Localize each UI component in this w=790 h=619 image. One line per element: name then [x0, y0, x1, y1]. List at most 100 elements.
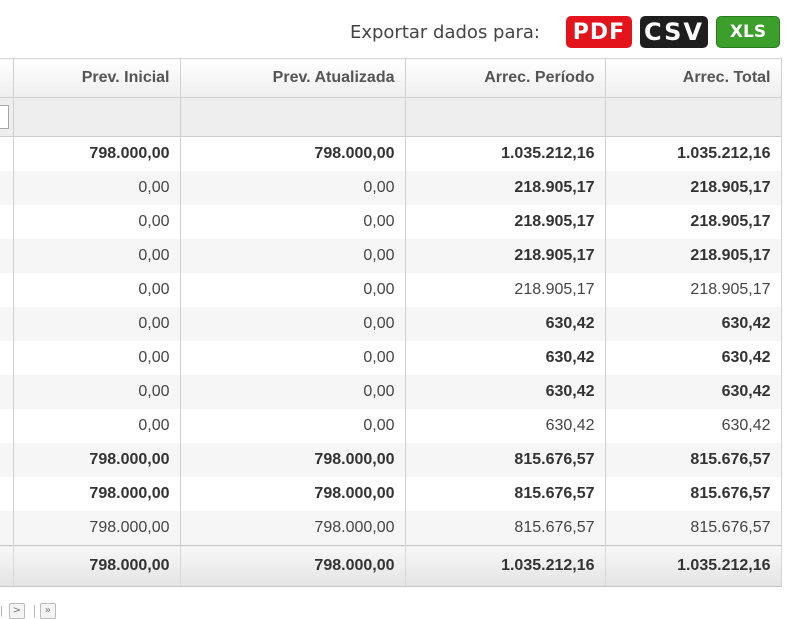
grid-body: 798.000,00 798.000,00 1.035.212,16 1.035.21…	[0, 136, 782, 546]
row-cell-cut	[0, 239, 14, 273]
total-prev-inicial: 798.000,00	[13, 545, 181, 587]
cell-arrec-total: 630,42	[605, 375, 782, 409]
filter-input[interactable]	[0, 105, 9, 129]
row-cell-cut	[0, 171, 14, 205]
table-row[interactable]: 0,00 0,00 218.905,17 218.905,17	[0, 171, 782, 205]
export-csv-button[interactable]: CSV	[640, 16, 708, 48]
row-cell-cut	[0, 443, 14, 477]
export-bar: Exportar dados para: PDF CSV XLS	[0, 14, 780, 50]
cell-arrec-total: 815.676,57	[605, 511, 782, 546]
cell-prev-atualizada: 0,00	[180, 375, 406, 409]
next-page-button[interactable]: >	[8, 602, 25, 619]
cell-prev-inicial: 0,00	[13, 341, 181, 375]
row-cell-cut	[0, 307, 14, 341]
cell-arrec-periodo: 630,42	[405, 307, 606, 341]
row-cell-cut	[0, 273, 14, 307]
cell-prev-inicial: 798.000,00	[13, 443, 181, 477]
cell-arrec-total: 630,42	[605, 409, 782, 443]
cell-arrec-periodo: 815.676,57	[405, 443, 606, 477]
export-xls-button[interactable]: XLS	[716, 16, 780, 48]
cell-arrec-periodo: 630,42	[405, 341, 606, 375]
cell-prev-atualizada: 0,00	[180, 205, 406, 239]
row-cell-cut	[0, 511, 14, 546]
table-row[interactable]: 0,00 0,00 218.905,17 218.905,17	[0, 239, 782, 273]
cell-arrec-periodo: 815.676,57	[405, 477, 606, 511]
pager-separator	[33, 604, 35, 617]
filter-cell	[0, 97, 14, 137]
table-row[interactable]: 798.000,00 798.000,00 815.676,57 815.676,57	[0, 443, 782, 477]
cell-prev-atualizada: 798.000,00	[180, 136, 406, 171]
cell-arrec-total: 815.676,57	[605, 477, 782, 511]
column-header-prev-atualizada[interactable]: Prev. Atualizada	[180, 58, 406, 98]
cell-prev-inicial: 0,00	[13, 307, 181, 341]
total-prev-atualizada: 798.000,00	[180, 545, 406, 587]
export-label: Exportar dados para:	[349, 21, 540, 43]
table-row[interactable]: 0,00 0,00 630,42 630,42	[0, 307, 782, 341]
cell-prev-atualizada: 798.000,00	[180, 477, 406, 511]
cell-arrec-periodo: 218.905,17	[405, 273, 606, 307]
cell-prev-atualizada: 0,00	[180, 273, 406, 307]
filter-row	[0, 97, 782, 137]
table-row[interactable]: 0,00 0,00 218.905,17 218.905,17	[0, 273, 782, 307]
totals-row: 798.000,00 798.000,00 1.035.212,16 1.035…	[0, 545, 782, 587]
table-row[interactable]: 798.000,00 798.000,00 1.035.212,16 1.035.21…	[0, 136, 782, 171]
cell-arrec-total: 218.905,17	[605, 205, 782, 239]
column-header-arrec-periodo[interactable]: Arrec. Período	[405, 58, 606, 98]
cell-arrec-periodo: 218.905,17	[405, 205, 606, 239]
cell-arrec-periodo: 218.905,17	[405, 239, 606, 273]
cell-prev-inicial: 798.000,00	[13, 511, 181, 546]
cell-prev-atualizada: 0,00	[180, 409, 406, 443]
table-row[interactable]: 0,00 0,00 630,42 630,42	[0, 341, 782, 375]
cell-prev-inicial: 0,00	[13, 409, 181, 443]
table-row[interactable]: 0,00 0,00 630,42 630,42	[0, 375, 782, 409]
cell-arrec-periodo: 1.035.212,16	[405, 136, 606, 171]
cell-arrec-periodo: 218.905,17	[405, 171, 606, 205]
export-pdf-button[interactable]: PDF	[566, 16, 632, 48]
cell-prev-atualizada: 0,00	[180, 341, 406, 375]
row-cell-cut	[0, 136, 14, 171]
cell-arrec-total: 1.035.212,16	[605, 136, 782, 171]
cell-arrec-total: 630,42	[605, 341, 782, 375]
cell-arrec-total: 218.905,17	[605, 171, 782, 205]
column-header-prev-inicial[interactable]: Prev. Inicial	[13, 58, 181, 98]
filter-cell	[13, 97, 181, 137]
cell-prev-inicial: 798.000,00	[13, 136, 181, 171]
total-arrec-periodo: 1.035.212,16	[405, 545, 606, 587]
cell-prev-atualizada: 0,00	[180, 239, 406, 273]
cell-arrec-total: 815.676,57	[605, 443, 782, 477]
table-row[interactable]: 0,00 0,00 218.905,17 218.905,17	[0, 205, 782, 239]
total-arrec-total: 1.035.212,16	[605, 545, 782, 587]
cell-arrec-total: 630,42	[605, 307, 782, 341]
table-row[interactable]: 798.000,00 798.000,00 815.676,57 815.676,57	[0, 511, 782, 546]
cell-prev-inicial: 0,00	[13, 273, 181, 307]
filter-cell	[605, 97, 782, 137]
cell-arrec-periodo: 815.676,57	[405, 511, 606, 546]
last-page-button[interactable]: »	[39, 602, 56, 619]
cell-arrec-total: 218.905,17	[605, 239, 782, 273]
data-grid: Prev. Inicial Prev. Atualizada Arrec. Pe…	[0, 58, 782, 587]
cell-prev-inicial: 0,00	[13, 239, 181, 273]
table-row[interactable]: 0,00 0,00 630,42 630,42	[0, 409, 782, 443]
header-row: Prev. Inicial Prev. Atualizada Arrec. Pe…	[0, 58, 782, 98]
cell-arrec-periodo: 630,42	[405, 375, 606, 409]
table-row[interactable]: 798.000,00 798.000,00 815.676,57 815.676,57	[0, 477, 782, 511]
cell-prev-inicial: 0,00	[13, 205, 181, 239]
cell-prev-inicial: 798.000,00	[13, 477, 181, 511]
cell-arrec-total: 218.905,17	[605, 273, 782, 307]
pager-divider: |	[0, 604, 3, 617]
cell-prev-inicial: 0,00	[13, 375, 181, 409]
column-header-cut	[0, 58, 14, 98]
cell-prev-atualizada: 798.000,00	[180, 511, 406, 546]
cell-prev-inicial: 0,00	[13, 171, 181, 205]
cell-prev-atualizada: 798.000,00	[180, 443, 406, 477]
filter-cell	[180, 97, 406, 137]
cell-prev-atualizada: 0,00	[180, 171, 406, 205]
row-cell-cut	[0, 205, 14, 239]
pagination: | > »	[0, 602, 60, 619]
totals-cell-cut	[0, 545, 14, 587]
cell-prev-atualizada: 0,00	[180, 307, 406, 341]
row-cell-cut	[0, 409, 14, 443]
column-header-arrec-total[interactable]: Arrec. Total	[605, 58, 782, 98]
filter-cell	[405, 97, 606, 137]
cell-arrec-periodo: 630,42	[405, 409, 606, 443]
